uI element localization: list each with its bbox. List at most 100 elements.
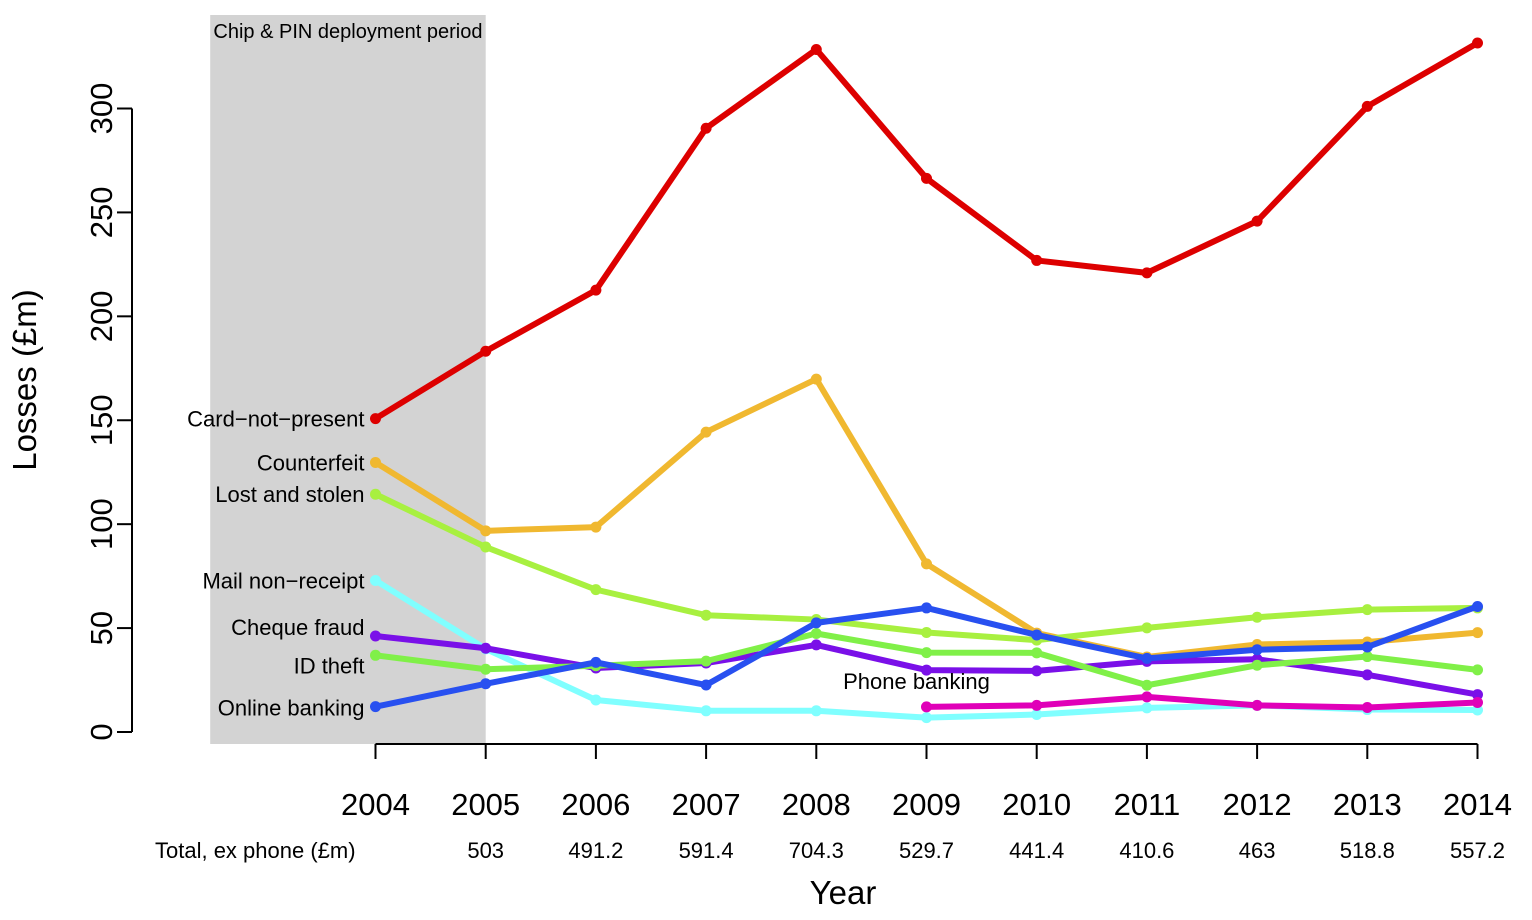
data-point: [1251, 659, 1263, 671]
data-point: [1361, 651, 1373, 663]
data-point: [1251, 644, 1263, 656]
data-point: [370, 630, 381, 642]
x-tick-label: 2005: [451, 787, 520, 822]
x-tick-label: 2007: [672, 787, 741, 822]
y-axis: 0 50 100 150 200 250 300: [84, 83, 133, 741]
data-point: [370, 574, 381, 586]
x-tick-label: 2010: [1002, 787, 1071, 822]
data-point: [700, 609, 712, 621]
data-point: [1472, 600, 1483, 612]
y-tick-label: 100: [84, 498, 119, 550]
data-point: [1361, 669, 1373, 681]
data-point: [1251, 611, 1263, 623]
data-point: [370, 649, 381, 661]
x-tick-label: 2014: [1443, 787, 1512, 822]
series-label: Card−not−present: [187, 407, 364, 432]
data-point: [810, 373, 822, 385]
series-label: Lost and stolen: [215, 482, 364, 507]
data-point: [1141, 652, 1153, 664]
data-point: [480, 678, 492, 690]
x-axis: 2004 2005 2006 2007 2008 2009 2010 2011 2012 2013…: [341, 743, 1512, 822]
data-point: [590, 694, 602, 706]
data-point: [370, 413, 381, 425]
data-point: [1472, 696, 1483, 708]
series-line: [372, 40, 1481, 422]
totals-row: Total, ex phone (£m) 503 491.2 591.4 704.3 5…: [155, 838, 1505, 863]
data-point: [921, 712, 932, 724]
data-point: [700, 705, 712, 717]
data-point: [1472, 37, 1483, 49]
series-label: Cheque fraud: [231, 615, 364, 640]
data-point: [590, 656, 602, 668]
total-value: 557.2: [1450, 838, 1505, 863]
data-point: [1361, 100, 1373, 112]
y-tick-label: 300: [84, 83, 119, 135]
data-point: [1031, 699, 1043, 711]
x-tick-label: 2011: [1114, 787, 1181, 822]
data-point: [921, 602, 932, 614]
x-tick-label: 2013: [1333, 787, 1402, 822]
data-point: [921, 172, 932, 184]
x-tick-label: 2008: [782, 787, 851, 822]
data-point: [480, 642, 492, 654]
series-label: Mail non−receipt: [202, 568, 364, 593]
series-label-layer: Card−not−present Counterfeit Lost and stol…: [187, 407, 990, 721]
data-point: [810, 627, 822, 639]
data-point: [590, 284, 602, 296]
total-value: 503: [467, 838, 504, 863]
x-tick-label: 2006: [561, 787, 630, 822]
data-point: [370, 456, 381, 468]
data-point: [1031, 629, 1043, 641]
series-card-not-present: [370, 37, 1483, 425]
data-point: [1031, 709, 1043, 721]
data-point: [1361, 604, 1373, 616]
total-value: 463: [1239, 838, 1276, 863]
data-point: [1251, 215, 1263, 227]
data-point: [810, 617, 822, 629]
data-point: [480, 525, 492, 537]
data-point: [1361, 641, 1373, 653]
y-tick-label: 250: [84, 187, 119, 239]
data-point: [370, 701, 381, 713]
data-point: [590, 584, 602, 596]
series-counterfeit: [370, 373, 1483, 663]
data-point: [921, 626, 932, 638]
data-point: [480, 663, 492, 675]
data-point: [810, 705, 822, 717]
data-point: [370, 488, 381, 500]
x-tick-label: 2004: [341, 787, 410, 822]
data-point: [1361, 701, 1373, 713]
y-tick-label: 150: [84, 394, 119, 446]
data-point: [1472, 689, 1483, 701]
x-tick-label: 2012: [1223, 787, 1292, 822]
data-point: [921, 664, 932, 676]
series-label: Counterfeit: [257, 450, 365, 475]
data-point: [921, 701, 932, 713]
x-axis-title: Year: [810, 874, 877, 911]
total-value: 591.4: [679, 838, 734, 863]
totals-row-label: Total, ex phone (£m): [155, 838, 356, 863]
data-point: [700, 655, 712, 667]
y-tick-label: 200: [84, 290, 119, 342]
data-point: [921, 647, 932, 659]
series-label: Online banking: [218, 696, 365, 721]
data-point: [1472, 664, 1483, 676]
data-point: [590, 521, 602, 533]
total-value: 704.3: [789, 838, 844, 863]
total-value: 518.8: [1340, 838, 1395, 863]
y-tick-label: 50: [84, 611, 119, 645]
data-point: [921, 558, 932, 570]
series-layer: [370, 37, 1483, 724]
data-point: [700, 426, 712, 438]
data-point: [1141, 702, 1153, 714]
total-value: 410.6: [1119, 838, 1174, 863]
y-axis-title: Losses (£m): [6, 289, 43, 471]
series-label: ID theft: [294, 653, 365, 678]
series-online-banking: [370, 600, 1483, 713]
data-point: [480, 541, 492, 553]
data-point: [1141, 691, 1153, 703]
series-label: Phone banking: [843, 669, 990, 694]
shaded-region-label: Chip & PIN deployment period: [213, 21, 482, 43]
series-phone-banking: [921, 691, 1483, 713]
